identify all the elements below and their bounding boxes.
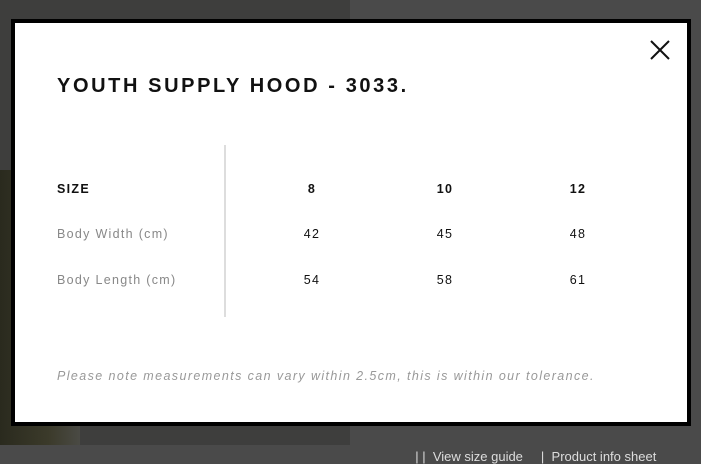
row-label-body-length: Body Length (cm) bbox=[57, 273, 177, 287]
size-header: SIZE bbox=[57, 182, 90, 196]
view-size-guide-link[interactable]: | | View size guide bbox=[415, 449, 523, 464]
product-info-sheet-link[interactable]: | Product info sheet bbox=[540, 449, 657, 464]
table-cell: 48 bbox=[569, 227, 587, 241]
table-cell: 58 bbox=[436, 273, 454, 287]
tolerance-note: Please note measurements can vary within… bbox=[57, 369, 595, 383]
table-cell: 42 bbox=[303, 227, 321, 241]
table-cell: 45 bbox=[436, 227, 454, 241]
row-label-body-width: Body Width (cm) bbox=[57, 227, 169, 241]
size-column-header: 12 bbox=[569, 182, 587, 196]
product-links: | | View size guide | Product info sheet bbox=[408, 434, 674, 464]
size-guide-modal: YOUTH SUPPLY HOOD - 3033. SIZE 8 10 12 B… bbox=[11, 19, 691, 426]
size-column-header: 10 bbox=[436, 182, 454, 196]
table-divider bbox=[224, 145, 226, 317]
modal-title: YOUTH SUPPLY HOOD - 3033. bbox=[57, 75, 409, 97]
table-cell: 61 bbox=[569, 273, 587, 287]
size-column-header: 8 bbox=[307, 182, 317, 196]
close-icon[interactable] bbox=[649, 39, 671, 61]
table-cell: 54 bbox=[303, 273, 321, 287]
